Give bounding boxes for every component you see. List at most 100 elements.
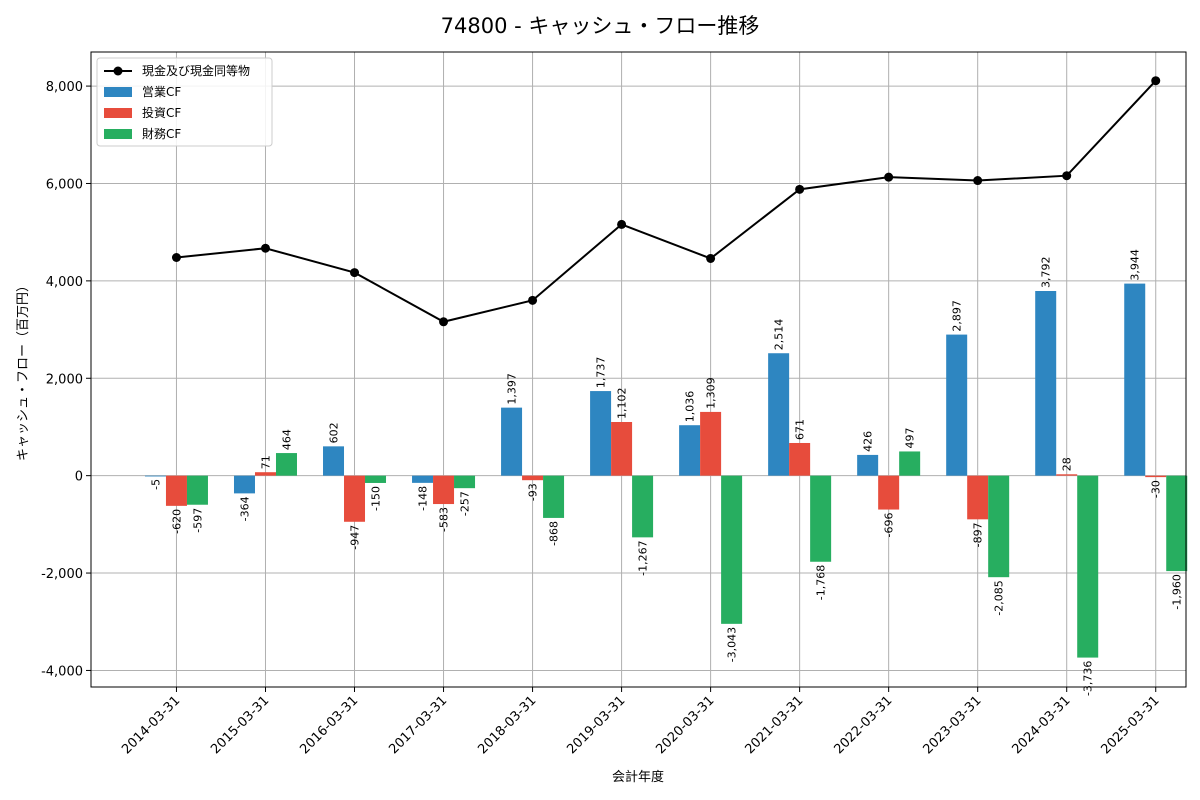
bar [632,475,654,538]
bar [700,411,722,476]
data-label: 28 [1061,457,1074,471]
bar [233,475,255,494]
cash-line [171,76,1161,327]
data-label: -2,085 [993,580,1006,615]
cash-line-marker [528,295,538,305]
legend-label: 営業CF [142,85,181,99]
bar [1056,474,1078,476]
cash-line-marker [884,172,894,182]
data-label: -30 [1150,480,1163,498]
cash-line-marker [973,176,983,186]
cash-line-marker [617,219,627,229]
data-label: 671 [794,419,807,440]
bar [768,353,790,476]
x-tick-label: 2017-03-31 [386,693,450,757]
data-label: -1,267 [637,540,650,575]
y-tick-label: 8,000 [46,80,83,95]
data-label: -3,736 [1082,661,1095,696]
x-tick-label: 2023-03-31 [920,693,984,757]
data-label: 426 [862,431,875,452]
data-label: -1,768 [815,565,828,600]
x-tick-label: 2015-03-31 [208,693,272,757]
data-label: 1,102 [616,387,629,419]
bar [365,475,387,483]
grid-lines [91,52,1186,687]
data-label: -947 [349,525,362,550]
data-label: -364 [238,496,251,521]
x-tick-label: 2025-03-31 [1099,693,1163,757]
cash-line-marker [1062,171,1072,181]
bar [1077,475,1099,658]
bar [433,475,455,505]
data-label: 1,397 [506,373,519,405]
data-label: -93 [527,483,540,501]
bar [899,451,921,476]
bar [789,442,811,476]
data-label: 602 [328,422,341,443]
y-tick-label: 4,000 [46,275,83,290]
y-axis-label: キャッシュ・フロー（百万円） [16,279,31,461]
bar [878,475,900,510]
cash-line-marker [706,253,716,263]
bar [1166,475,1188,572]
data-label: 497 [904,427,917,448]
data-label: -583 [438,507,451,532]
x-tick-label: 2020-03-31 [653,693,717,757]
legend-marker-swatch [113,66,123,76]
data-label: 1,309 [705,377,718,409]
data-label: 2,897 [951,300,964,332]
bar [1145,475,1167,478]
bar [412,475,434,483]
bar [1124,283,1146,476]
data-label: -148 [417,486,430,511]
legend-label: 投資CF [142,105,181,120]
bar [186,475,208,505]
x-tick-label: 2019-03-31 [564,693,628,757]
y-tick-label: 0 [75,470,83,485]
chart-title: 74800 - キャッシュ・フロー推移 [441,14,760,38]
x-axis-label: 会計年度 [612,769,664,785]
bar [1035,291,1057,476]
x-tick-label: 2016-03-31 [297,693,361,757]
data-label: -868 [548,521,561,546]
data-label: 1,036 [684,391,697,423]
data-label: -597 [191,508,204,533]
bar [721,475,743,624]
data-label: 1,737 [595,357,608,389]
legend-box [96,57,273,147]
y-tick-label: -4,000 [41,664,83,679]
bar [967,475,989,520]
bar [857,454,879,476]
x-tick-label: 2024-03-31 [1009,693,1073,757]
y-tick-label: 6,000 [46,177,83,192]
data-label: -150 [370,486,383,511]
data-label: 3,944 [1129,249,1142,281]
bar [501,407,523,476]
data-label: -3,043 [726,627,739,662]
cash-line-marker [171,252,181,262]
y-tick-label: 2,000 [46,372,83,387]
bar [165,475,187,506]
data-label: 464 [280,429,293,450]
bars [144,283,1188,658]
cash-line-marker [795,184,805,194]
legend-bar-swatch [104,108,132,118]
legend-bar-swatch [104,129,132,139]
bar [344,475,366,522]
data-label: -257 [459,491,472,516]
data-label: -1,960 [1171,574,1184,609]
data-label: -5 [149,479,162,490]
bar [611,421,633,476]
plot-frame [90,51,1187,688]
data-label: -696 [883,513,896,538]
bar [254,472,276,476]
data-label: -620 [170,509,183,534]
data-labels: -5 -364 602 -148 1,397 1,737 1,036 2,514 426 2,89… [149,249,1183,696]
bar [946,334,968,476]
cash-line-marker [260,243,270,253]
axes: -4,000 -2,000 0 2,000 4,000 6,000 8,000 2014-03… [41,51,1187,757]
x-tick-label: 2021-03-31 [742,693,806,757]
